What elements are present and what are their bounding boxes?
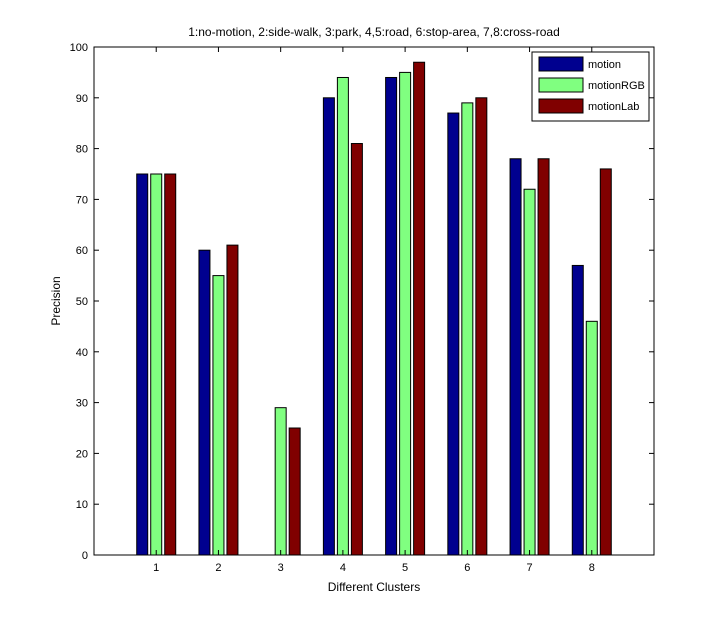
bar-motionRGB-1 xyxy=(150,173,163,556)
plot-area-border xyxy=(93,46,655,556)
legend: motion motionRGB motionLab xyxy=(531,51,650,122)
x-tick-label: 1 xyxy=(153,562,159,574)
x-tick-label: 6 xyxy=(464,562,470,574)
bar-motionLab-1 xyxy=(164,173,177,556)
legend-label-motion: motion xyxy=(588,59,621,71)
bar-motion-4 xyxy=(322,97,335,556)
y-tick-label: 60 xyxy=(76,245,88,257)
y-tick-label: 100 xyxy=(70,42,88,54)
bar-motion-1 xyxy=(136,173,149,556)
y-tick-label: 70 xyxy=(76,194,88,206)
bar-motionLab-2 xyxy=(226,244,239,556)
bar-motion-7 xyxy=(509,158,522,556)
x-axis-label: Different Clusters xyxy=(328,580,420,594)
bar-motion-5 xyxy=(385,76,398,556)
y-tick-label: 10 xyxy=(76,499,88,511)
legend-label-motionLab: motionLab xyxy=(588,101,639,113)
x-axis: 1 2 3 4 5 6 7 8 xyxy=(153,47,595,574)
bar-motionLab-4 xyxy=(350,143,363,556)
y-tick-label: 20 xyxy=(76,448,88,460)
x-tick-label: 3 xyxy=(278,562,284,574)
y-axis-label: Precision xyxy=(49,276,63,325)
bar-motionLab-5 xyxy=(413,61,426,556)
x-tick-label: 7 xyxy=(526,562,532,574)
bar-motionRGB-3 xyxy=(274,407,287,556)
bar-motion-2 xyxy=(198,249,211,556)
bar-motionRGB-2 xyxy=(212,275,225,556)
bar-motionRGB-6 xyxy=(461,102,474,556)
bar-motionLab-6 xyxy=(475,97,488,556)
bar-motionRGB-4 xyxy=(336,76,349,556)
bar-motionLab-7 xyxy=(537,158,550,556)
bar-motionRGB-8 xyxy=(585,320,598,556)
legend-swatch-motionRGB xyxy=(538,77,584,93)
y-tick-label: 30 xyxy=(76,398,88,410)
bar-motionLab-3 xyxy=(288,427,301,556)
legend-swatch-motionLab xyxy=(538,98,584,114)
x-tick-label: 5 xyxy=(402,562,408,574)
y-tick-label: 90 xyxy=(76,93,88,105)
x-tick-label: 4 xyxy=(340,562,346,574)
y-tick-label: 50 xyxy=(76,296,88,308)
bar-motionRGB-7 xyxy=(523,188,536,556)
x-tick-label: 8 xyxy=(589,562,595,574)
x-tick-label: 2 xyxy=(215,562,221,574)
bar-motion-6 xyxy=(447,112,460,556)
bars-group xyxy=(136,61,612,556)
legend-swatch-motion xyxy=(538,56,584,72)
bar-motionRGB-5 xyxy=(399,71,412,556)
chart-title: 1:no-motion, 2:side-walk, 3:park, 4,5:ro… xyxy=(188,25,560,39)
bar-motion-8 xyxy=(571,264,584,556)
y-tick-label: 0 xyxy=(82,550,88,562)
legend-label-motionRGB: motionRGB xyxy=(588,80,645,92)
y-tick-label: 40 xyxy=(76,347,88,359)
y-axis: 0 10 20 30 40 50 60 70 80 90 100 xyxy=(70,42,654,562)
bar-motionLab-8 xyxy=(599,168,612,556)
y-tick-label: 80 xyxy=(76,144,88,156)
